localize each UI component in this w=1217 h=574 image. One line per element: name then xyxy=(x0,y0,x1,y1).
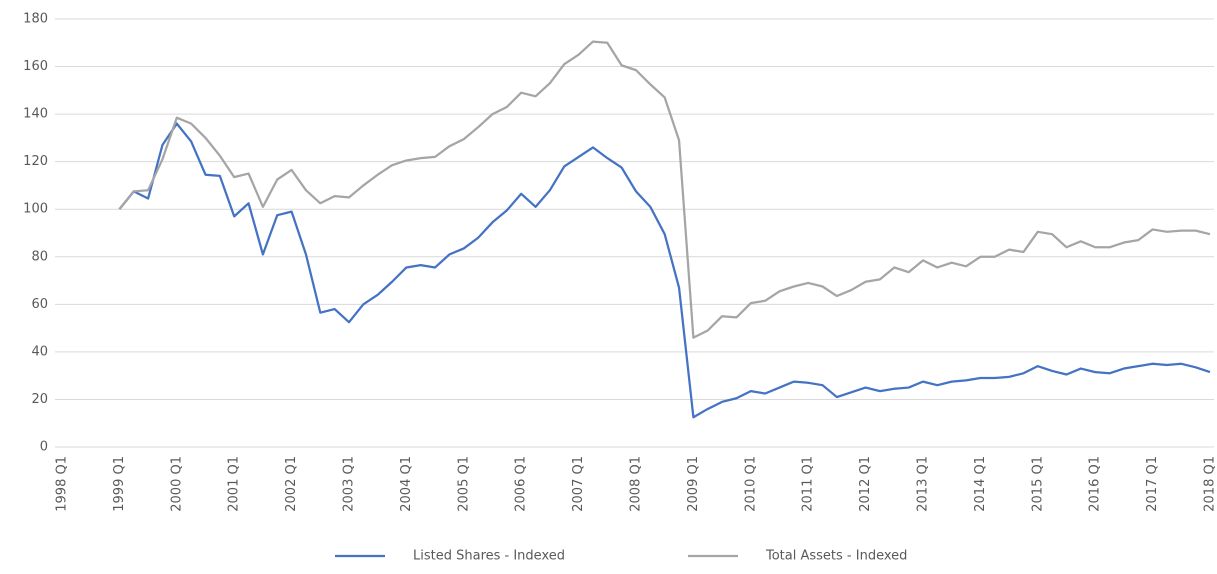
data-line xyxy=(119,42,1210,338)
x-tick-label: 2008 Q1 xyxy=(629,456,644,512)
x-tick-label: 2001 Q1 xyxy=(227,456,242,512)
x-tick-label: 2013 Q1 xyxy=(916,456,931,512)
x-tick-label: 2003 Q1 xyxy=(342,456,357,512)
y-tick-label: 100 xyxy=(23,202,48,217)
x-tick-label: 2009 Q1 xyxy=(686,456,701,512)
x-tick-label: 2017 Q1 xyxy=(1145,456,1160,512)
x-tick-label: 2014 Q1 xyxy=(973,456,988,512)
x-tick-label: 1998 Q1 xyxy=(55,456,70,512)
x-tick-label: 1999 Q1 xyxy=(112,456,127,512)
x-tick-label: 2012 Q1 xyxy=(858,456,873,512)
y-tick-label: 40 xyxy=(31,344,48,359)
y-tick-label: 140 xyxy=(23,107,48,122)
legend-label: Listed Shares - Indexed xyxy=(413,549,565,564)
x-tick-label: 2011 Q1 xyxy=(801,456,816,512)
x-tick-label: 2000 Q1 xyxy=(169,456,184,512)
data-line xyxy=(119,124,1210,418)
x-tick-label: 2015 Q1 xyxy=(1030,456,1045,512)
x-tick-label: 2004 Q1 xyxy=(399,456,414,512)
y-tick-label: 120 xyxy=(23,154,48,169)
y-tick-label: 80 xyxy=(31,249,48,264)
y-tick-label: 20 xyxy=(31,392,48,407)
x-tick-label: 2018 Q1 xyxy=(1203,456,1217,512)
y-tick-label: 160 xyxy=(23,59,48,74)
x-tick-label: 2005 Q1 xyxy=(456,456,471,512)
x-tick-label: 2007 Q1 xyxy=(571,456,586,512)
y-tick-label: 180 xyxy=(23,12,48,27)
y-tick-label: 60 xyxy=(31,297,48,312)
x-tick-label: 2016 Q1 xyxy=(1088,456,1103,512)
legend-label: Total Assets - Indexed xyxy=(765,549,907,564)
y-tick-label: 0 xyxy=(40,440,48,455)
x-tick-label: 2002 Q1 xyxy=(284,456,299,512)
x-tick-label: 2010 Q1 xyxy=(743,456,758,512)
x-tick-label: 2006 Q1 xyxy=(514,456,529,512)
